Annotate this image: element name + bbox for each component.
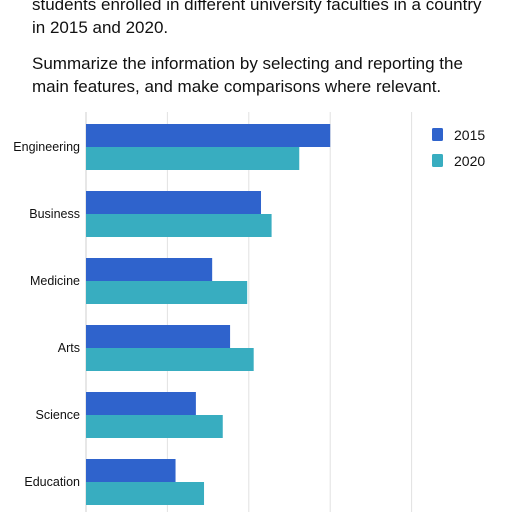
bar-2020-arts bbox=[86, 348, 254, 371]
bar-2020-engineering bbox=[86, 147, 300, 170]
bar-2020-business bbox=[86, 214, 272, 237]
category-label: Business bbox=[29, 207, 80, 221]
category-label: Engineering bbox=[13, 140, 80, 154]
bar-2020-medicine bbox=[86, 281, 248, 304]
bar-2020-science bbox=[86, 415, 223, 438]
bar-2015-business bbox=[86, 191, 262, 214]
bar-2015-engineering bbox=[86, 124, 331, 147]
bar-2015-medicine bbox=[86, 258, 213, 281]
legend-label: 2020 bbox=[454, 153, 485, 169]
legend-swatch-2020 bbox=[432, 154, 443, 167]
bar-2015-education bbox=[86, 459, 176, 482]
prompt-line-1: students enrolled in different universit… bbox=[32, 0, 482, 14]
bar-2015-science bbox=[86, 392, 196, 415]
prompt-line-2: in 2015 and 2020. bbox=[32, 18, 169, 37]
legend-label: 2015 bbox=[454, 127, 485, 143]
category-label: Education bbox=[24, 475, 80, 489]
category-label: Arts bbox=[58, 341, 80, 355]
prompt-line-4: main features, and make comparisons wher… bbox=[32, 77, 442, 96]
legend-swatch-2015 bbox=[432, 128, 443, 141]
bar-2020-education bbox=[86, 482, 205, 505]
prompt-line-3: Summarize the information by selecting a… bbox=[32, 54, 463, 73]
category-label: Medicine bbox=[30, 274, 80, 288]
bar-2015-arts bbox=[86, 325, 231, 348]
category-label: Science bbox=[36, 408, 81, 422]
